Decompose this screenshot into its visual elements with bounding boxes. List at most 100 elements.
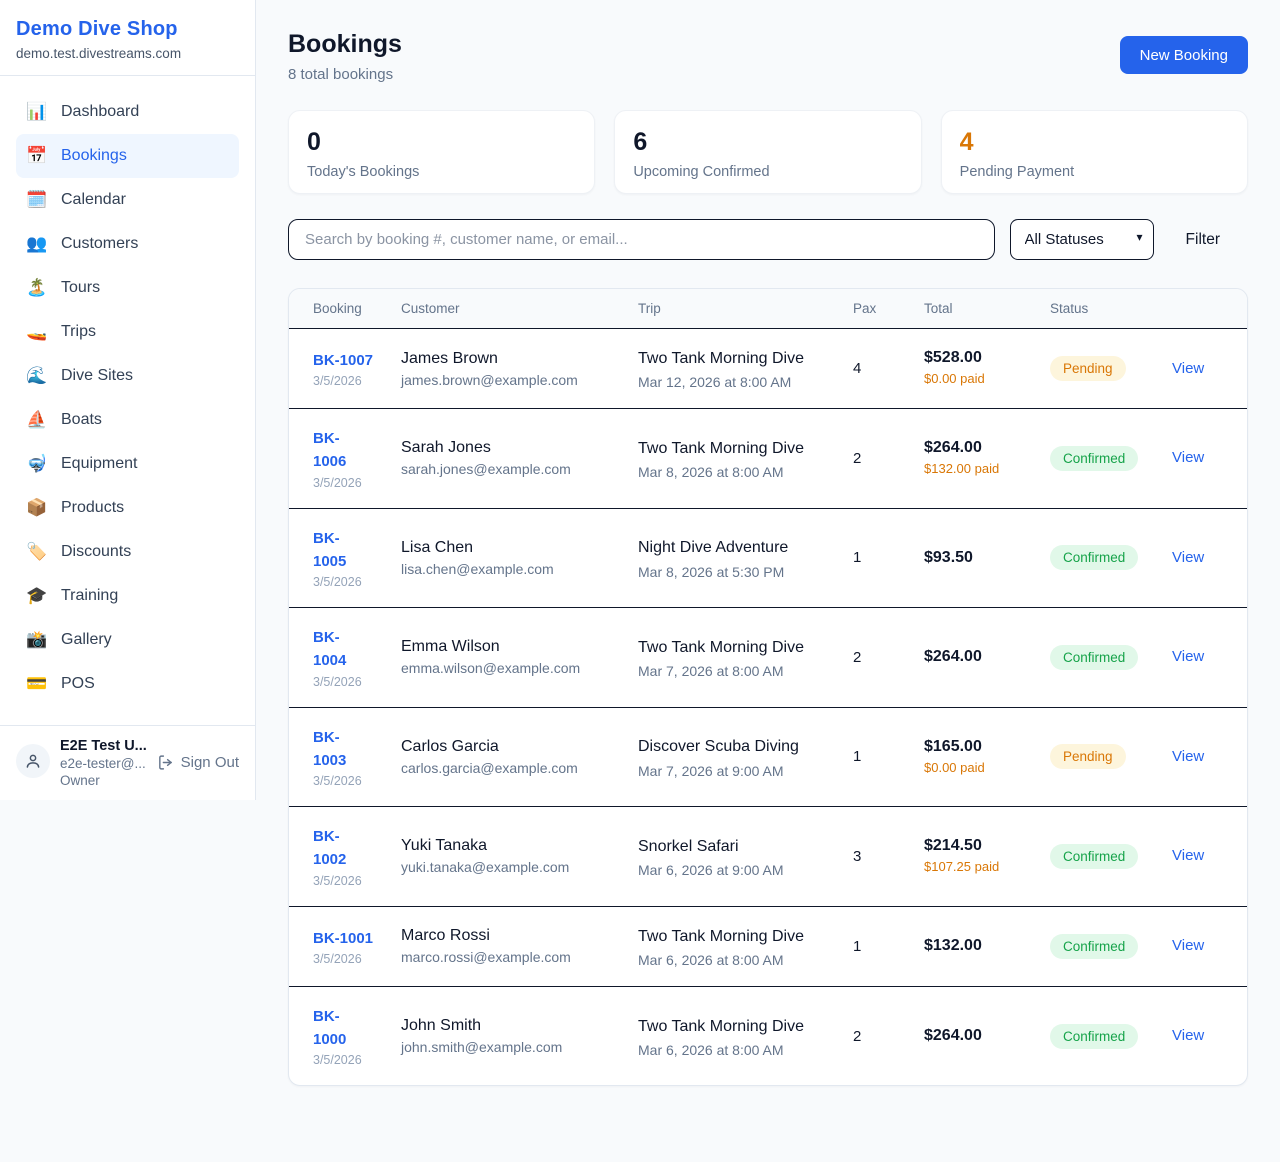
avatar	[16, 744, 50, 778]
sidebar-item-label: Customers	[61, 235, 139, 252]
trip-name: Two Tank Morning Dive	[638, 927, 804, 945]
booking-date: 3/5/2026	[313, 951, 362, 966]
trip-name: Two Tank Morning Dive	[638, 439, 804, 457]
pax-count: 1	[853, 549, 862, 567]
status-filter-select[interactable]: All Statuses	[1009, 219, 1154, 260]
booking-number-link[interactable]: BK- 1005	[313, 529, 347, 570]
total-amount: $132.00	[924, 937, 982, 955]
view-link[interactable]: View	[1172, 449, 1205, 467]
trip-datetime: Mar 6, 2026 at 8:00 AM	[638, 951, 784, 968]
customer-email: james.brown@example.com	[401, 371, 578, 388]
sidebar-item-dive-sites[interactable]: 🌊 Dive Sites	[16, 354, 239, 398]
view-link[interactable]: View	[1172, 747, 1205, 765]
filter-button[interactable]: Filter	[1154, 231, 1248, 249]
shop-domain: demo.test.divestreams.com	[16, 46, 182, 61]
status-badge: Confirmed	[1050, 545, 1139, 571]
table-header: Booking Customer Trip Pax Total Status	[289, 289, 1247, 329]
sidebar-item-products[interactable]: 📦 Products	[16, 486, 239, 530]
sidebar-item-bookings[interactable]: 📅 Bookings	[16, 134, 239, 178]
view-link[interactable]: View	[1172, 937, 1205, 955]
column-header: Status	[1050, 289, 1172, 329]
sidebar-item-label: Discounts	[61, 543, 132, 560]
trip-name: Two Tank Morning Dive	[638, 1017, 804, 1035]
sidebar-item-label: Dive Sites	[61, 367, 134, 384]
trip-name: Two Tank Morning Dive	[638, 350, 804, 367]
total-amount: $264.00	[924, 648, 982, 666]
sidebar-item-calendar[interactable]: 🗓️ Calendar	[16, 178, 239, 222]
view-link[interactable]: View	[1172, 1027, 1205, 1045]
customer-email: emma.wilson@example.com	[401, 660, 581, 677]
sidebar-item-customers[interactable]: 👥 Customers	[16, 222, 239, 266]
booking-number-link[interactable]: BK-1007	[313, 351, 374, 369]
trip-name: Night Dive Adventure	[638, 539, 789, 557]
sidebar-item-training[interactable]: 🎓 Training	[16, 574, 239, 618]
trip-name: Snorkel Safari	[638, 837, 739, 855]
booking-date: 3/5/2026	[313, 1053, 362, 1068]
pax-count: 1	[853, 937, 862, 955]
table-body: BK-1007 3/5/2026 James Brown james.brown@ex…	[289, 328, 1247, 1086]
total-amount: $165.00	[924, 737, 982, 755]
sidebar-item-label: Boats	[61, 411, 102, 428]
view-link[interactable]: View	[1172, 359, 1205, 377]
equipment-icon: 🤿	[26, 454, 48, 473]
person-icon	[26, 754, 40, 768]
trip-name: Two Tank Morning Dive	[638, 638, 804, 656]
tours-icon: 🏝️	[26, 278, 48, 297]
trip-name: Discover Scuba Diving	[638, 738, 799, 756]
sidebar-item-equipment[interactable]: 🤿 Equipment	[16, 442, 239, 486]
status-badge: Confirmed	[1050, 933, 1139, 959]
sidebar-item-label: Tours	[61, 279, 101, 296]
booking-number-link[interactable]: BK- 1006	[313, 430, 347, 471]
sidebar-item-pos[interactable]: 💳 POS	[16, 662, 239, 706]
sidebar-item-label: Bookings	[61, 147, 127, 164]
booking-number-link[interactable]: BK- 1003	[313, 728, 347, 769]
status-badge: Confirmed	[1050, 445, 1139, 471]
customer-email: sarah.jones@example.com	[401, 461, 571, 478]
view-link[interactable]: View	[1172, 648, 1205, 666]
customer-name: James Brown	[401, 349, 498, 367]
shop-name: Demo Dive Shop	[16, 18, 178, 40]
gallery-icon: 📸	[26, 630, 48, 649]
training-icon: 🎓	[26, 586, 48, 605]
sidebar-item-trips[interactable]: 🚤 Trips	[16, 310, 239, 354]
trip-datetime: Mar 8, 2026 at 5:30 PM	[638, 563, 785, 580]
sidebar-item-label: Gallery	[61, 631, 112, 648]
table-row: BK- 1003 3/5/2026 Carlos Garcia carlos.garci…	[289, 707, 1247, 808]
column-header: Customer	[401, 289, 638, 329]
sidebar-item-discounts[interactable]: 🏷️ Discounts	[16, 530, 239, 574]
pax-count: 2	[853, 449, 862, 467]
stats-row: 0 Today's Bookings 6 Upcoming Confirmed 4 Pen…	[288, 110, 1248, 194]
stat-value: 6	[633, 128, 648, 156]
stat-label: Today's Bookings	[307, 164, 420, 180]
booking-number-link[interactable]: BK-1001	[313, 929, 374, 947]
stat-card: 4 Pending Payment	[940, 110, 1248, 194]
view-link[interactable]: View	[1172, 548, 1205, 566]
column-header: Booking	[289, 289, 401, 329]
total-amount: $93.50	[924, 548, 973, 566]
stat-card: 0 Today's Bookings	[288, 110, 596, 194]
booking-number-link[interactable]: BK- 1000	[313, 1007, 347, 1049]
booking-date: 3/5/2026	[313, 374, 362, 389]
search-input[interactable]	[288, 219, 995, 260]
main-content: Bookings 8 total bookings New Booking 0 T…	[256, 0, 1280, 1118]
page-header: Bookings 8 total bookings New Booking	[288, 30, 1248, 83]
products-icon: 📦	[26, 498, 48, 517]
view-link[interactable]: View	[1172, 847, 1205, 865]
customer-name: Carlos Garcia	[401, 737, 499, 755]
booking-number-link[interactable]: BK- 1002	[313, 828, 347, 869]
sign-out-label: Sign Out	[180, 754, 239, 771]
sidebar-item-gallery[interactable]: 📸 Gallery	[16, 618, 239, 662]
sidebar-item-dashboard[interactable]: 📊 Dashboard	[16, 90, 239, 134]
new-booking-button[interactable]: New Booking	[1119, 36, 1248, 74]
booking-date: 3/5/2026	[313, 674, 362, 689]
sign-out-button[interactable]: Sign Out	[157, 754, 239, 771]
sidebar-nav: 📊 Dashboard 📅 Bookings 🗓️ Calendar 👥 Customers 🏝…	[0, 76, 255, 725]
booking-number-link[interactable]: BK- 1004	[313, 629, 347, 670]
filter-row: All Statuses ▾ Filter	[288, 219, 1248, 260]
sidebar-item-boats[interactable]: ⛵ Boats	[16, 398, 239, 442]
sidebar-item-label: POS	[61, 675, 95, 692]
trip-datetime: Mar 6, 2026 at 8:00 AM	[638, 1041, 784, 1058]
customer-name: John Smith	[401, 1017, 482, 1035]
sidebar-item-tours[interactable]: 🏝️ Tours	[16, 266, 239, 310]
sidebar-item-label: Trips	[61, 323, 96, 340]
